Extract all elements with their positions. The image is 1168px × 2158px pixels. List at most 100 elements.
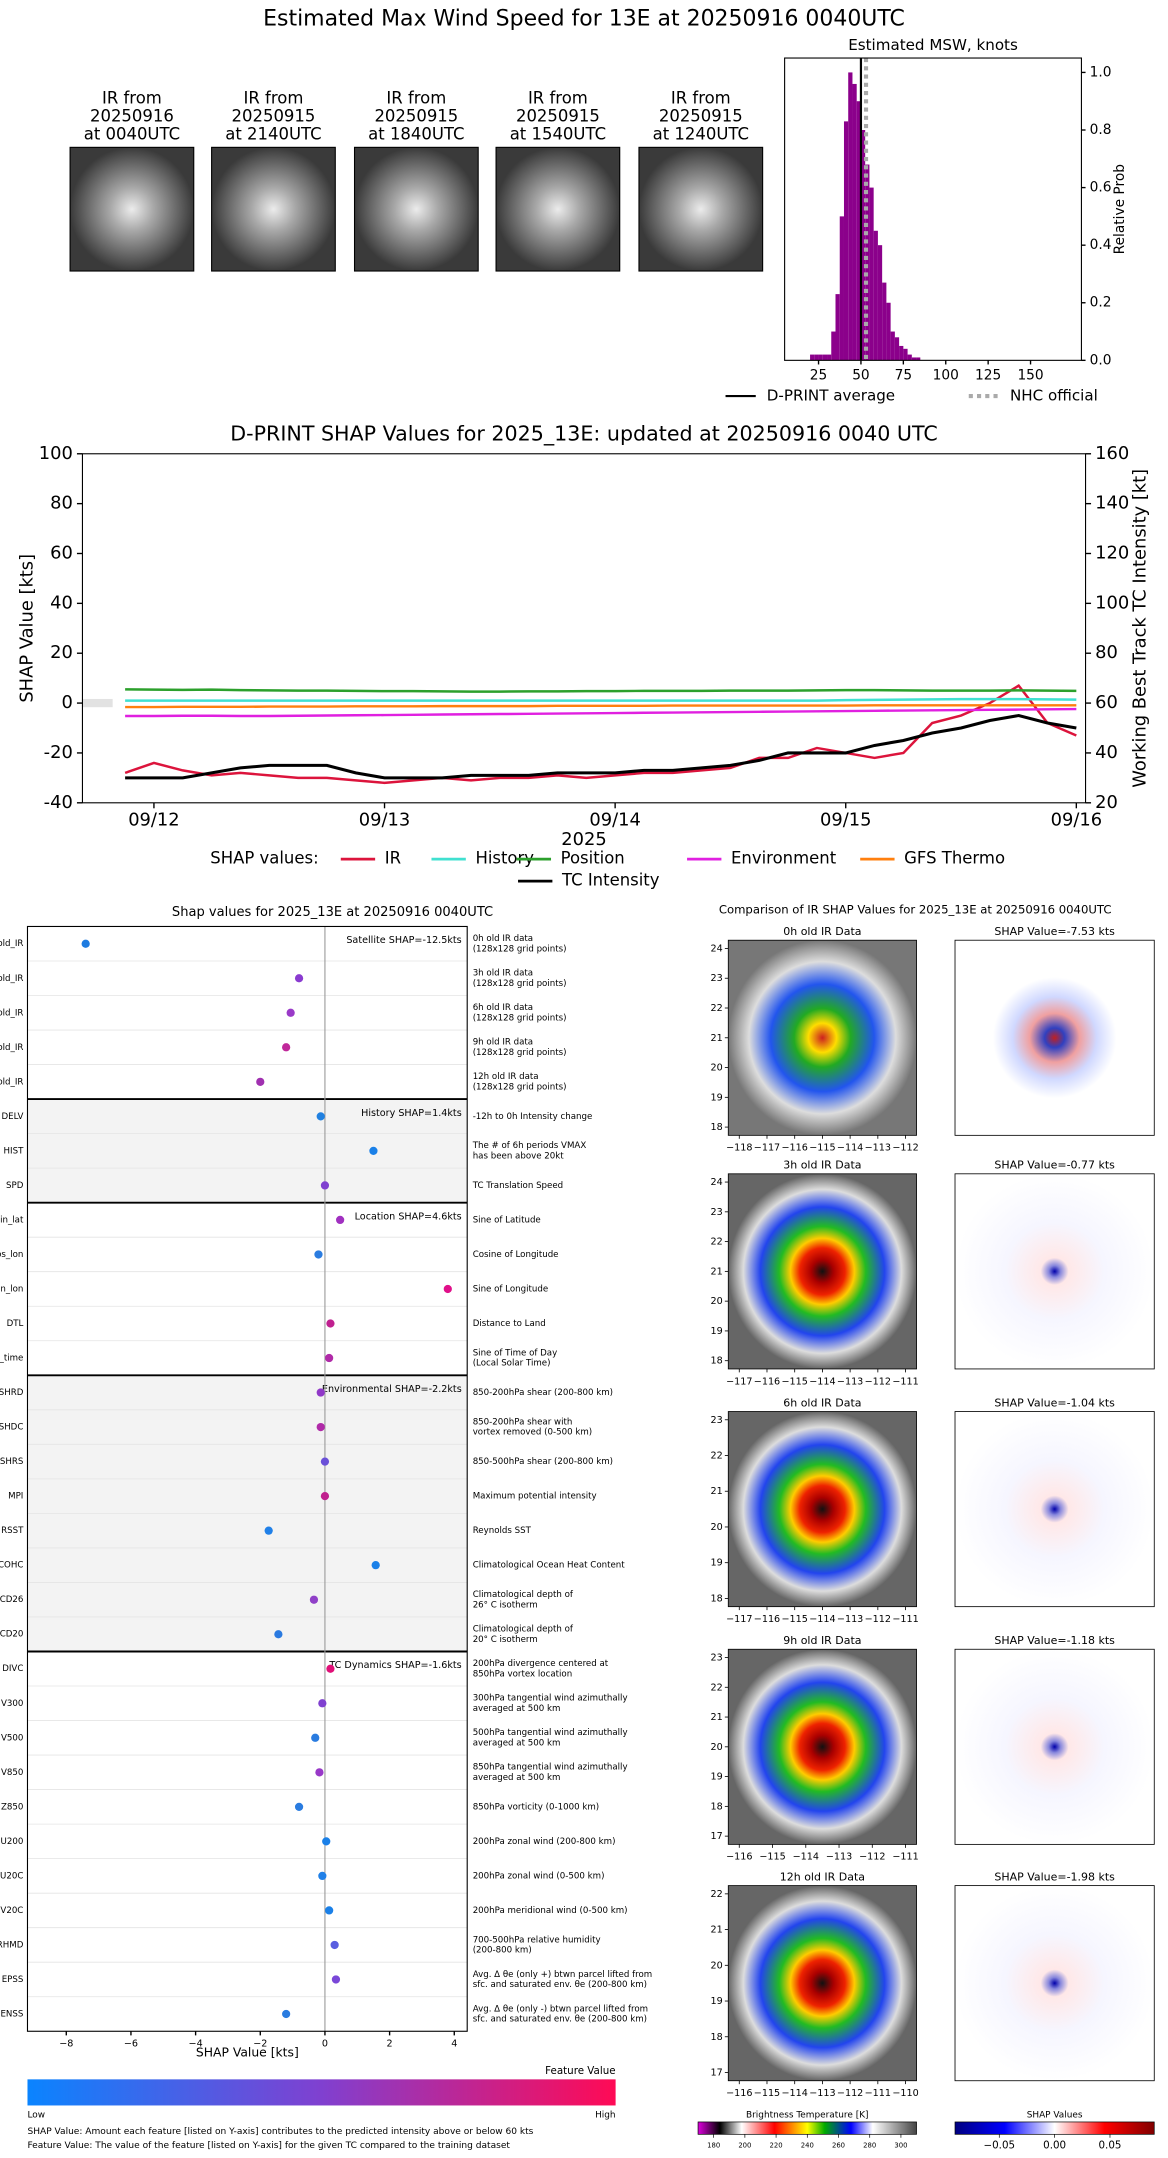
ir-image xyxy=(727,939,917,1136)
image-x-tick-label: −114 xyxy=(781,2088,807,2099)
colorbar-tick-label: 200 xyxy=(738,2141,751,2149)
y-tick-label: 0.8 xyxy=(1090,122,1112,138)
feature-description: has been above 20kt xyxy=(473,1152,565,1162)
image-x-tick-label: −116 xyxy=(726,1852,752,1863)
colorbar-label: Brightness Temperature [K] xyxy=(746,2111,869,2121)
thumbnail-label: IR from xyxy=(528,89,588,108)
plot-frame xyxy=(81,453,1087,804)
image-y-tick-label: 19 xyxy=(711,1996,723,2007)
shap-dot xyxy=(320,1492,330,1501)
group-annotation: History SHAP=1.4kts xyxy=(361,1108,462,1119)
feature-name: V300 xyxy=(1,1699,23,1709)
y2-tick-label: 40 xyxy=(1095,742,1118,763)
histogram-bar xyxy=(831,331,836,361)
shap-dot xyxy=(325,1906,334,1915)
colorbar-tick-label: 0.05 xyxy=(1099,2139,1122,2151)
image-x-tick-label: −116 xyxy=(754,1614,780,1625)
y-tick-label: 40 xyxy=(50,592,73,613)
x-tick-label: 4 xyxy=(451,2039,457,2050)
ir-thumbnail xyxy=(495,146,621,272)
ir-title: 0h old IR Data xyxy=(783,925,861,938)
y2-tick-label: 80 xyxy=(1095,642,1118,663)
y-tick-label: 0.2 xyxy=(1090,295,1112,311)
image-y-tick-label: 19 xyxy=(711,1326,723,1337)
feature-description: sfc. and saturated env. θe (200-800 km) xyxy=(473,1980,647,1990)
feature-description: vortex removed (0-500 km) xyxy=(473,1428,592,1438)
feature-name: MPI xyxy=(8,1492,23,1502)
shap-dot xyxy=(331,1975,341,1984)
image-y-tick-label: 22 xyxy=(711,1451,723,1462)
image-y-tick-label: 23 xyxy=(711,1207,723,1218)
shap-title: SHAP Value=-0.77 kts xyxy=(994,1159,1115,1172)
image-y-tick-label: 17 xyxy=(711,1831,723,1842)
thumbnail-label: IR from xyxy=(386,89,446,108)
histogram-bar xyxy=(899,345,904,361)
x-tick-label: 125 xyxy=(975,367,1001,383)
feature-name: SHRS xyxy=(0,1457,23,1467)
feature-description: averaged at 500 km xyxy=(473,1704,561,1714)
shap-dot xyxy=(294,1802,304,1811)
y-tick-label: 1.0 xyxy=(1090,64,1112,80)
ir-thumbnail xyxy=(353,146,479,272)
y2-tick-label: 160 xyxy=(1095,443,1129,464)
feature-name: Z850 xyxy=(1,1802,23,1812)
histogram-bar xyxy=(852,83,857,361)
image-y-tick-label: 22 xyxy=(711,1237,723,1248)
footnote: SHAP Value: Amount each feature [listed … xyxy=(27,2127,533,2137)
histogram-bar xyxy=(835,294,840,361)
feature-description: Climatological Ocean Heat Content xyxy=(473,1561,626,1571)
y-tick-label: 0.0 xyxy=(1090,352,1112,368)
feature-description: averaged at 500 km xyxy=(473,1738,561,1748)
image-x-tick-label: −118 xyxy=(726,1143,752,1154)
series-line xyxy=(125,697,1077,702)
shap-dot xyxy=(294,974,304,983)
feature-name: V500 xyxy=(1,1733,23,1743)
ir-title: 9h old IR Data xyxy=(783,1634,861,1647)
histogram-bar xyxy=(814,354,819,361)
y-axis-label: Relative Prob xyxy=(1112,164,1128,254)
image-x-tick-label: −112 xyxy=(859,1852,885,1863)
legend-label: D-PRINT average xyxy=(767,387,895,405)
ir-image xyxy=(727,1885,917,2082)
feature-description: 850-200hPa shear (200-800 km) xyxy=(473,1388,613,1398)
shap-image xyxy=(954,1885,1155,2082)
image-y-tick-label: 21 xyxy=(711,1266,723,1277)
series-line xyxy=(125,704,1077,709)
image-x-tick-label: −117 xyxy=(726,1376,752,1387)
image-y-tick-label: 20 xyxy=(711,1742,723,1753)
feature-name: RHMD xyxy=(0,1940,24,1950)
y-tick-label: 100 xyxy=(39,443,73,464)
image-x-tick-label: −117 xyxy=(726,1614,752,1625)
ir-title: 6h old IR Data xyxy=(783,1396,861,1409)
image-x-tick-label: −113 xyxy=(826,1852,852,1863)
shap-dot xyxy=(330,1940,339,1950)
y2-tick-label: 60 xyxy=(1095,692,1118,713)
series-line xyxy=(125,688,1077,693)
image-y-tick-label: 18 xyxy=(711,1356,723,1367)
shap-dot xyxy=(316,1422,325,1432)
image-y-tick-label: 23 xyxy=(711,973,723,984)
histogram-bar xyxy=(869,187,874,361)
shap-dot xyxy=(322,1837,331,1846)
x-tick-label: −8 xyxy=(59,2039,73,2050)
x-tick-label: 09/12 xyxy=(128,810,179,831)
shap-dot xyxy=(314,1250,323,1259)
feature-description: TC Translation Speed xyxy=(472,1181,563,1191)
feature-description: 6h old IR data xyxy=(473,1003,533,1013)
shap-dot xyxy=(282,2009,291,2019)
colorbar-tick-label: 260 xyxy=(832,2141,845,2149)
legend-label: IR xyxy=(385,849,401,868)
feature-description: 200hPa zonal wind (0-500 km) xyxy=(473,1871,605,1881)
colorbar-tick-label: 300 xyxy=(894,2141,907,2149)
histogram-bar xyxy=(882,282,887,361)
colorbar-tick-label: 180 xyxy=(707,2141,720,2149)
feature-description: 300hPa tangential wind azimuthally xyxy=(473,1694,628,1704)
legend-label: Position xyxy=(561,849,625,868)
feature-name: ENSS xyxy=(0,2010,23,2020)
feature-description: -12h to 0h Intensity change xyxy=(473,1112,593,1122)
x-tick-label: −6 xyxy=(124,2039,138,2050)
shap-dot xyxy=(286,1008,295,1017)
footnote: Feature Value: The value of the feature … xyxy=(27,2141,510,2151)
